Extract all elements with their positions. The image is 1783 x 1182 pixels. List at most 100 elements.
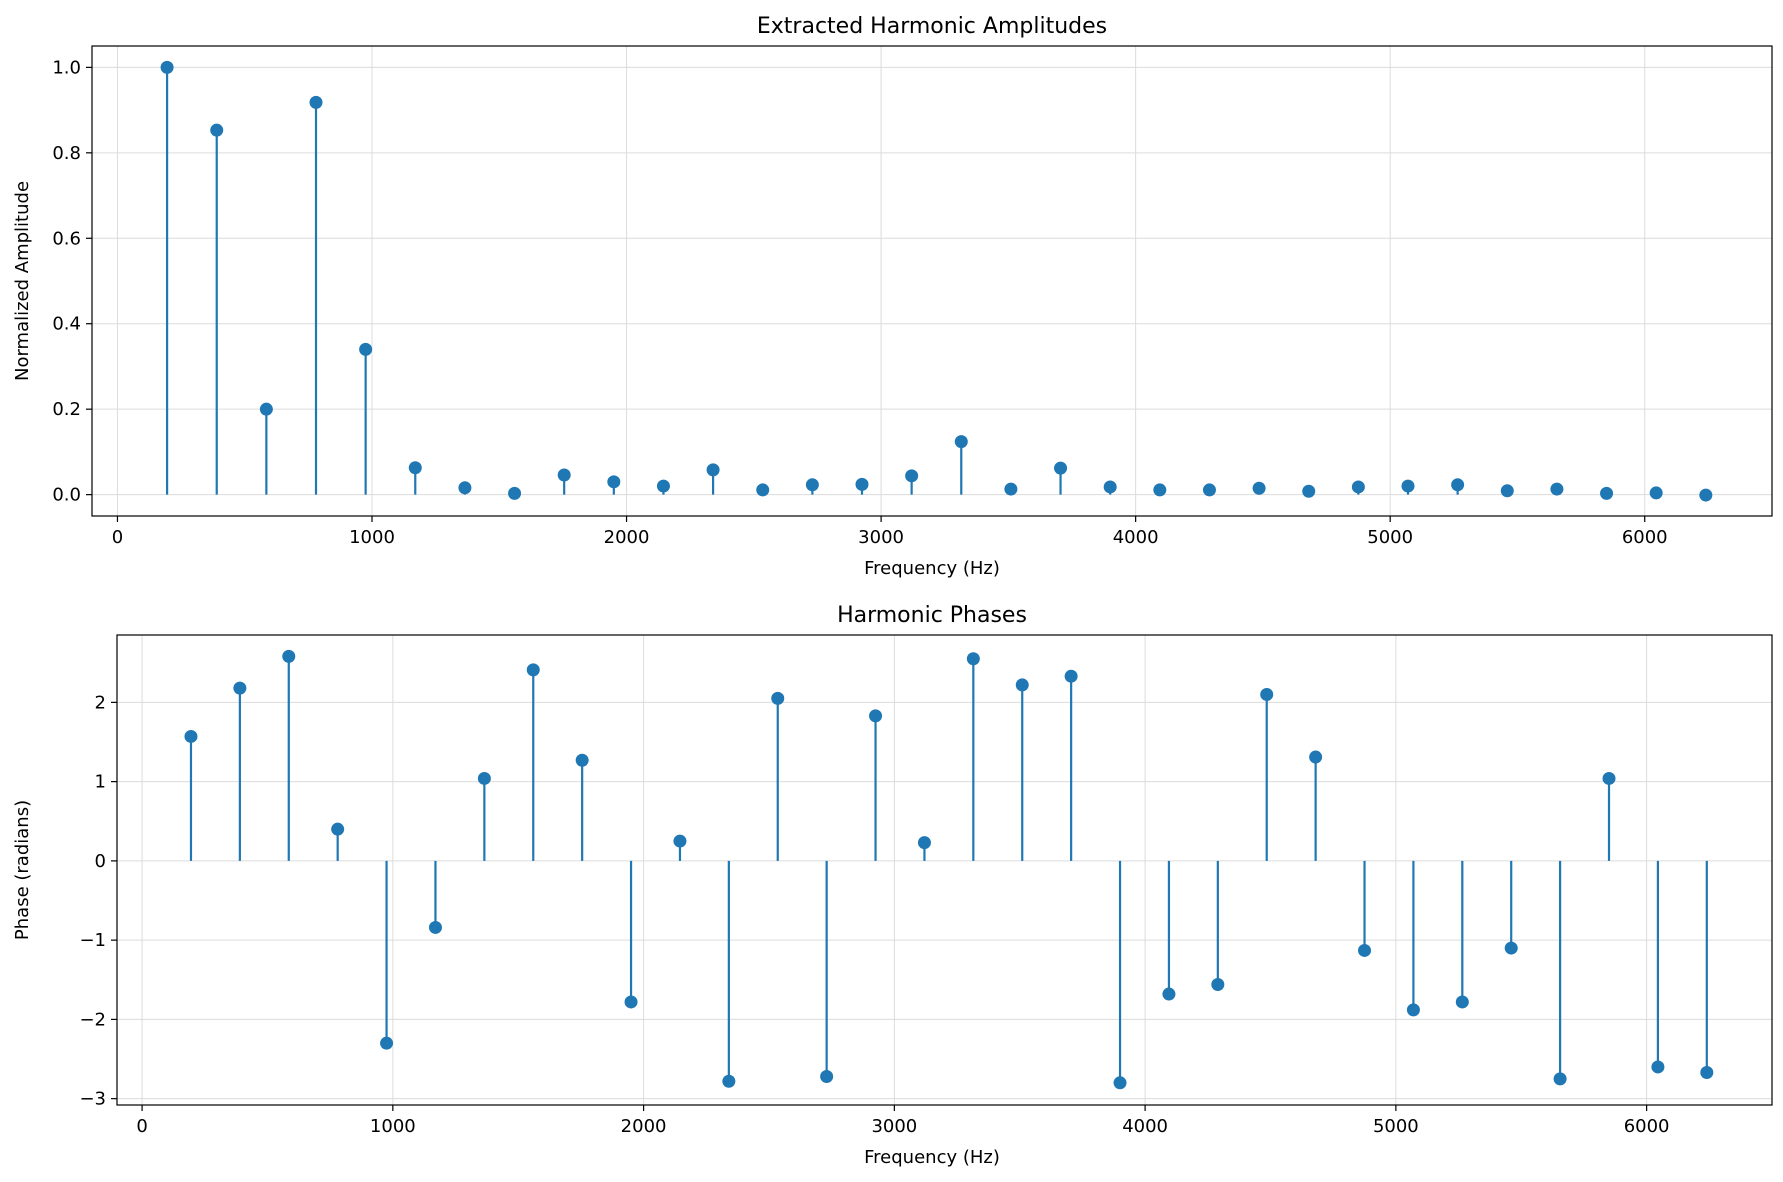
amplitude-marker — [359, 342, 373, 356]
amplitude-y-tick-label: 0.0 — [52, 485, 81, 506]
phase-marker — [1358, 943, 1372, 957]
amplitude-marker — [408, 461, 422, 475]
amplitude-marker — [458, 481, 472, 495]
amplitude-marker — [1550, 482, 1564, 496]
amplitude-marker — [1699, 488, 1713, 502]
phase-marker — [1260, 687, 1274, 701]
amplitude-x-tick-label: 0 — [112, 527, 123, 548]
amplitude-axes-frame — [91, 45, 1773, 517]
amplitude-marker — [1103, 480, 1117, 494]
phase-marker — [1406, 1003, 1420, 1017]
phase-axes-frame — [116, 634, 1773, 1106]
phase-marker — [1700, 1066, 1714, 1080]
amplitude-x-tick-label: 5000 — [1367, 527, 1413, 548]
amplitude-y-tick-label: 0.2 — [52, 399, 81, 420]
amplitude-marker — [954, 435, 968, 449]
phase-x-label: Frequency (Hz) — [864, 1147, 1000, 1168]
phase-y-tick-label: −2 — [79, 1009, 106, 1030]
amplitude-marker — [1252, 481, 1266, 495]
phase-y-tick-label: 1 — [95, 772, 106, 793]
phase-marker — [428, 920, 442, 934]
phase-marker — [771, 691, 785, 705]
phase-x-tick-label: 3000 — [871, 1116, 917, 1137]
phase-x-tick-label: 2000 — [621, 1116, 667, 1137]
amplitude-x-tick-label: 1000 — [349, 527, 395, 548]
amplitude-marker — [1351, 480, 1365, 494]
amplitude-y-tick-label: 0.8 — [52, 143, 81, 164]
phase-marker — [1015, 678, 1029, 692]
phase-marker — [1602, 771, 1616, 785]
amplitude-x-tick-label: 6000 — [1622, 527, 1668, 548]
phase-marker — [1211, 978, 1225, 992]
phase-x-tick-label: 1000 — [370, 1116, 416, 1137]
phase-marker — [1309, 750, 1323, 764]
phase-x-tick-label: 5000 — [1373, 1116, 1419, 1137]
phase-marker — [966, 652, 980, 666]
amplitude-marker — [1302, 484, 1316, 498]
phase-marker — [282, 649, 296, 663]
amplitude-y-label: Normalized Amplitude — [12, 181, 33, 381]
amplitude-marker — [1649, 486, 1663, 500]
phase-y-tick-label: −3 — [79, 1089, 106, 1110]
amplitude-marker — [706, 463, 720, 477]
phase-y-tick-label: 0 — [95, 851, 106, 872]
phase-marker — [477, 771, 491, 785]
amplitude-marker — [1500, 484, 1514, 498]
amplitude-marker — [607, 475, 621, 489]
amplitude-marker — [309, 95, 323, 109]
amplitude-marker — [160, 60, 174, 74]
phase-marker — [1651, 1060, 1665, 1074]
phase-marker — [380, 1036, 394, 1050]
phase-marker — [820, 1069, 834, 1083]
phase-panel: Harmonic Phases Frequency (Hz) Phase (ra… — [12, 603, 1773, 1168]
phase-marker — [1455, 995, 1469, 1009]
phase-marker — [1553, 1072, 1567, 1086]
amplitude-title: Extracted Harmonic Amplitudes — [757, 14, 1107, 39]
phase-marker — [722, 1074, 736, 1088]
amplitude-y-tick-label: 0.6 — [52, 228, 81, 249]
phase-y-tick-label: 2 — [95, 692, 106, 713]
phase-marker — [673, 834, 687, 848]
phase-marker — [869, 709, 883, 723]
amplitude-marker — [557, 468, 571, 482]
amplitude-y-tick-label: 1.0 — [52, 57, 81, 78]
phase-title: Harmonic Phases — [837, 603, 1027, 628]
amplitude-x-tick-label: 4000 — [1113, 527, 1159, 548]
phase-marker — [526, 663, 540, 677]
amplitude-marker — [259, 402, 273, 416]
amplitude-marker — [1004, 482, 1018, 496]
phase-marker — [233, 681, 247, 695]
amplitude-marker — [1153, 483, 1167, 497]
amplitude-marker — [905, 469, 919, 483]
phase-marker — [184, 729, 198, 743]
amplitude-x-tick-label: 3000 — [858, 527, 904, 548]
amplitude-marker — [1451, 478, 1465, 492]
amplitude-marker — [1054, 461, 1068, 475]
phase-marker — [575, 753, 589, 767]
amplitude-marker — [210, 123, 224, 137]
phase-marker — [1504, 941, 1518, 955]
phase-marker — [917, 836, 931, 850]
amplitude-x-tick-label: 2000 — [604, 527, 650, 548]
amplitude-marker — [855, 477, 869, 491]
phase-marker — [1113, 1076, 1127, 1090]
phase-x-tick-label: 0 — [136, 1116, 147, 1137]
amplitude-marker — [756, 483, 770, 497]
amplitude-marker — [1202, 483, 1216, 497]
phase-x-tick-label: 6000 — [1624, 1116, 1670, 1137]
phase-marker — [624, 995, 638, 1009]
amplitude-marker — [1401, 479, 1415, 493]
amplitude-marker — [656, 479, 670, 493]
amplitude-marker — [508, 486, 522, 500]
phase-x-tick-label: 4000 — [1122, 1116, 1168, 1137]
amplitude-panel: Extracted Harmonic Amplitudes Frequency … — [12, 14, 1773, 579]
amplitude-y-tick-label: 0.4 — [52, 314, 81, 335]
phase-marker — [1064, 669, 1078, 683]
amplitude-x-label: Frequency (Hz) — [864, 558, 1000, 579]
phase-marker — [331, 822, 345, 836]
amplitude-marker — [1600, 486, 1614, 500]
amplitude-marker — [805, 478, 819, 492]
phase-y-label: Phase (radians) — [12, 800, 33, 940]
phase-y-tick-label: −1 — [79, 930, 106, 951]
